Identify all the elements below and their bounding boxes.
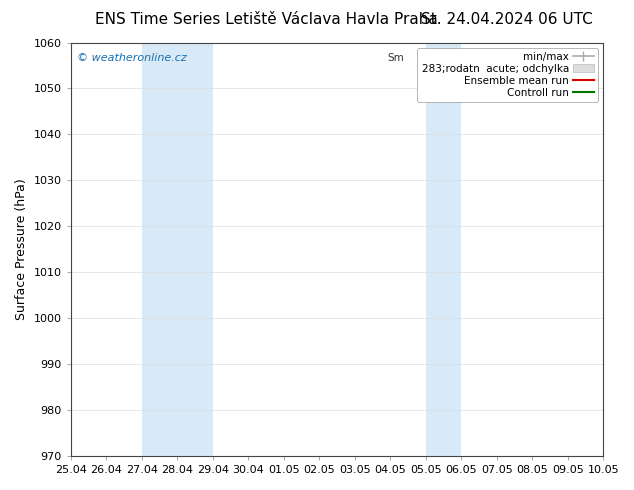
Bar [425, 43, 461, 456]
Bar [142, 43, 212, 456]
Text: ENS Time Series Letiště Václava Havla Praha: ENS Time Series Letiště Václava Havla Pr… [95, 12, 437, 27]
Text: © weatheronline.cz: © weatheronline.cz [77, 53, 187, 63]
Legend: min/max, 283;rodatn  acute; odchylka, Ensemble mean run, Controll run: min/max, 283;rodatn acute; odchylka, Ens… [417, 48, 598, 102]
Text: St. 24.04.2024 06 UTC: St. 24.04.2024 06 UTC [422, 12, 593, 27]
Y-axis label: Surface Pressure (hPa): Surface Pressure (hPa) [15, 178, 28, 320]
Text: Sm: Sm [387, 53, 404, 63]
